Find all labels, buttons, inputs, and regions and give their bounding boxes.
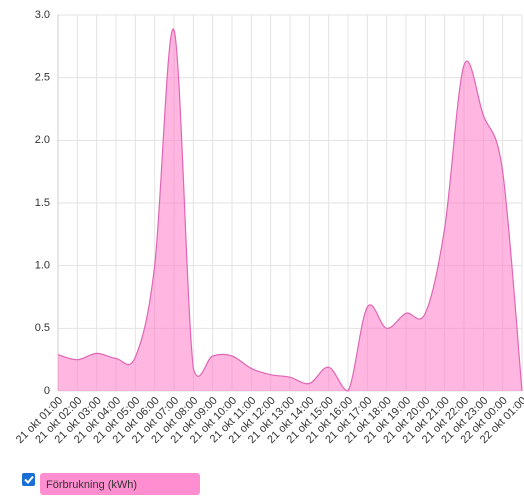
checkbox-check <box>24 475 34 484</box>
y-tick-label: 3.0 <box>35 9 50 21</box>
line <box>57 28 523 392</box>
y-tick-label: 2.5 <box>35 72 50 84</box>
y-tick-label: 1.0 <box>35 260 50 272</box>
y-tick-label: 1.5 <box>35 197 50 209</box>
area <box>58 28 522 392</box>
legend-swatch <box>40 473 200 495</box>
y-tick-label: 2.0 <box>35 134 50 146</box>
checkbox-box <box>22 473 35 486</box>
y-tick-label: 0 <box>44 385 50 397</box>
y-tick-label: 0.5 <box>35 322 50 334</box>
legend-checkbox[interactable] <box>22 473 35 486</box>
legend-label: Förbrukning (kWh) <box>46 479 137 491</box>
